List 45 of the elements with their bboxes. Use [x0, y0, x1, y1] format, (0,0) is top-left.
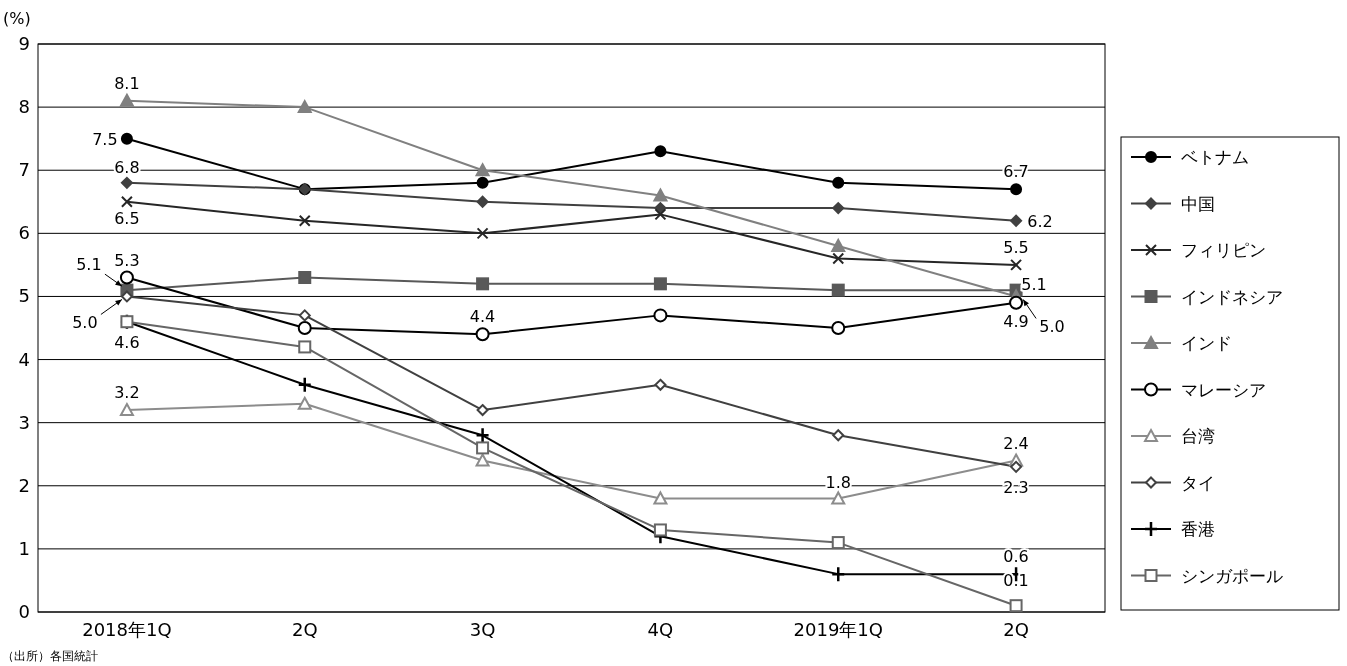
y-tick-label: 7 — [18, 159, 30, 181]
legend-label: 香港 — [1181, 519, 1215, 539]
y-tick-label: 5 — [18, 285, 30, 307]
data-label: 5.1 — [1021, 275, 1047, 295]
data-label: 8.1 — [114, 73, 140, 93]
y-axis-title: (%) — [3, 9, 31, 28]
data-label: 4.4 — [469, 307, 496, 327]
data-label: 4.6 — [114, 332, 140, 352]
y-tick-label: 4 — [18, 348, 30, 370]
data-label: 2.4 — [1003, 433, 1029, 453]
data-label: 5.3 — [114, 250, 140, 270]
data-label: 7.5 — [92, 129, 118, 149]
data-label: 0.1 — [1003, 570, 1029, 590]
x-tick-label: 2Q — [1003, 619, 1029, 640]
y-tick-label: 8 — [18, 96, 30, 118]
y-tick-label: 3 — [18, 411, 30, 433]
legend-label: 台湾 — [1181, 426, 1215, 446]
legend-label: インドネシア — [1181, 286, 1283, 307]
y-tick-label: 6 — [18, 222, 30, 244]
data-label: 5.0 — [1039, 317, 1065, 337]
legend-label: タイ — [1181, 472, 1215, 493]
legend-label: フィリピン — [1181, 240, 1266, 260]
data-label: 0.6 — [1003, 547, 1029, 567]
x-tick-label: 2018年1Q — [82, 619, 172, 640]
data-label: 3.2 — [114, 383, 140, 403]
data-label: 6.5 — [114, 208, 140, 228]
legend-label: 中国 — [1181, 193, 1215, 214]
text: （出所）各国統計 — [2, 649, 98, 663]
x-tick-label: 4Q — [647, 619, 674, 640]
data-label: 4.9 — [1003, 311, 1029, 331]
legend-label: インド — [1181, 333, 1232, 353]
legend-label: シンガポール — [1181, 565, 1283, 586]
x-tick-label: 2019年1Q — [793, 619, 883, 640]
y-tick-label: 0 — [18, 601, 30, 622]
legend-label: マレーシア — [1181, 379, 1266, 400]
y-tick-label: 1 — [18, 537, 30, 559]
x-tick-label: 3Q — [469, 619, 496, 640]
legend-label: ベトナム — [1181, 147, 1249, 167]
data-label: 5.1 — [76, 255, 102, 275]
data-label: 5.5 — [1003, 237, 1029, 257]
data-label: 6.2 — [1027, 211, 1053, 231]
y-tick-label: 2 — [18, 474, 30, 496]
y-tick-label: 9 — [18, 33, 30, 54]
x-tick-label: 2Q — [291, 619, 318, 640]
data-label: 5.0 — [72, 313, 98, 333]
